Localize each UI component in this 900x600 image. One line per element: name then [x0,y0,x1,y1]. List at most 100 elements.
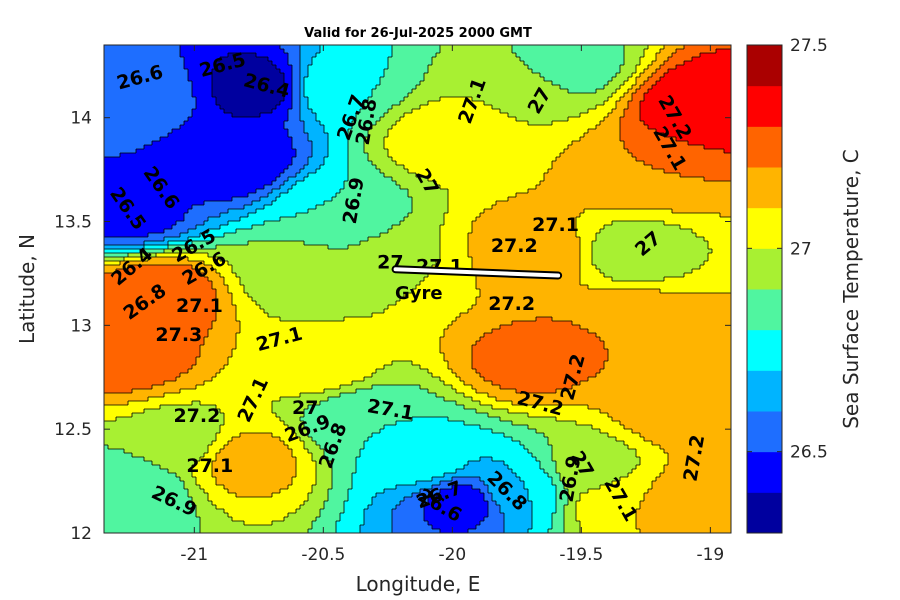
contour-band [188,369,221,374]
contour-band [476,285,589,290]
contour-band [164,249,441,254]
contour-band [372,161,397,166]
contour-band [364,445,525,450]
contour-band [396,121,529,126]
contour-band [344,185,401,190]
contour-band [636,509,731,514]
contour-band [272,405,309,410]
contour-band [384,137,581,142]
contour-band [312,485,333,490]
contour-band [396,181,437,186]
contour-band [592,249,713,254]
contour-band [484,517,505,522]
contour-band [192,81,213,86]
contour-band [184,213,221,218]
contour-band [144,241,169,246]
contour-band [104,361,197,366]
contour-band [684,45,731,50]
colorbar: 26.5 27 27.5 [746,36,828,534]
contour-band [272,109,289,114]
contour-band [392,105,421,110]
contour-band [104,85,193,90]
contour-band [104,321,213,326]
colorbar-swatch [747,207,782,249]
contour-band [580,253,593,258]
contour-band [224,485,289,490]
contour-band [316,477,333,482]
contour-band [104,525,201,530]
contour-band [104,281,213,286]
contour-band [488,393,731,398]
contour-band [144,245,169,250]
contour-band [104,161,293,166]
contour-band [104,481,185,486]
contour-band [304,445,321,450]
contour-band [512,321,573,326]
contour-band [424,517,485,522]
contour-band [204,489,229,494]
contour-band [572,141,625,146]
contour-band [104,377,177,382]
contour-band [640,109,731,114]
contour-band [104,121,185,126]
contour-band [456,401,481,406]
contour-band [500,417,557,422]
contour-band [452,477,481,482]
contour-band [564,517,577,522]
contour-band [148,397,281,402]
contour-band [104,309,217,314]
contour-band [392,509,425,514]
contour-band [596,373,731,378]
contour-band [600,485,653,490]
contour-band [440,241,469,246]
contour-band [440,341,477,346]
contour-band [216,457,297,462]
contour-band [576,505,641,510]
contour-band [604,273,685,278]
contour-band [188,77,213,82]
contour-band [232,349,441,354]
contour-band [428,177,545,182]
contour-band [580,241,593,246]
contour-band [104,153,121,158]
contour-band [536,429,601,434]
contour-band [512,45,625,50]
contour-band [116,269,201,274]
contour-band [348,169,381,174]
contour-band [292,101,301,106]
contour-band [408,193,449,198]
contour-band [360,241,441,246]
contour-band [504,517,533,522]
contour-band [636,521,731,526]
contour-band [384,73,425,78]
contour-band [104,69,189,74]
contour-band [132,389,181,394]
contour-band [528,497,557,502]
contour-band [196,385,341,390]
contour-band [328,145,349,150]
contour-band [104,489,189,494]
contour-band [640,433,731,438]
contour-band [292,97,301,102]
contour-band [320,121,353,126]
contour-band [304,93,373,98]
contour-band [616,101,629,106]
contour-band [588,489,649,494]
contour-band [644,493,731,498]
contour-band [504,433,545,438]
contour-band [168,241,193,246]
contour-band [464,465,509,470]
y-axis-label: Latitude, N [15,234,39,344]
contour-band [488,513,505,518]
contour-band [628,105,641,110]
contour-band [720,213,731,218]
contour-label: 27.2 [173,405,220,427]
contour-band [648,489,731,494]
contour-band [624,145,705,150]
contour-band [156,253,209,258]
contour-band [268,313,373,318]
contour-band [580,261,593,266]
contour-band [300,89,305,94]
contour-band [416,85,561,90]
contour-band [228,289,245,294]
